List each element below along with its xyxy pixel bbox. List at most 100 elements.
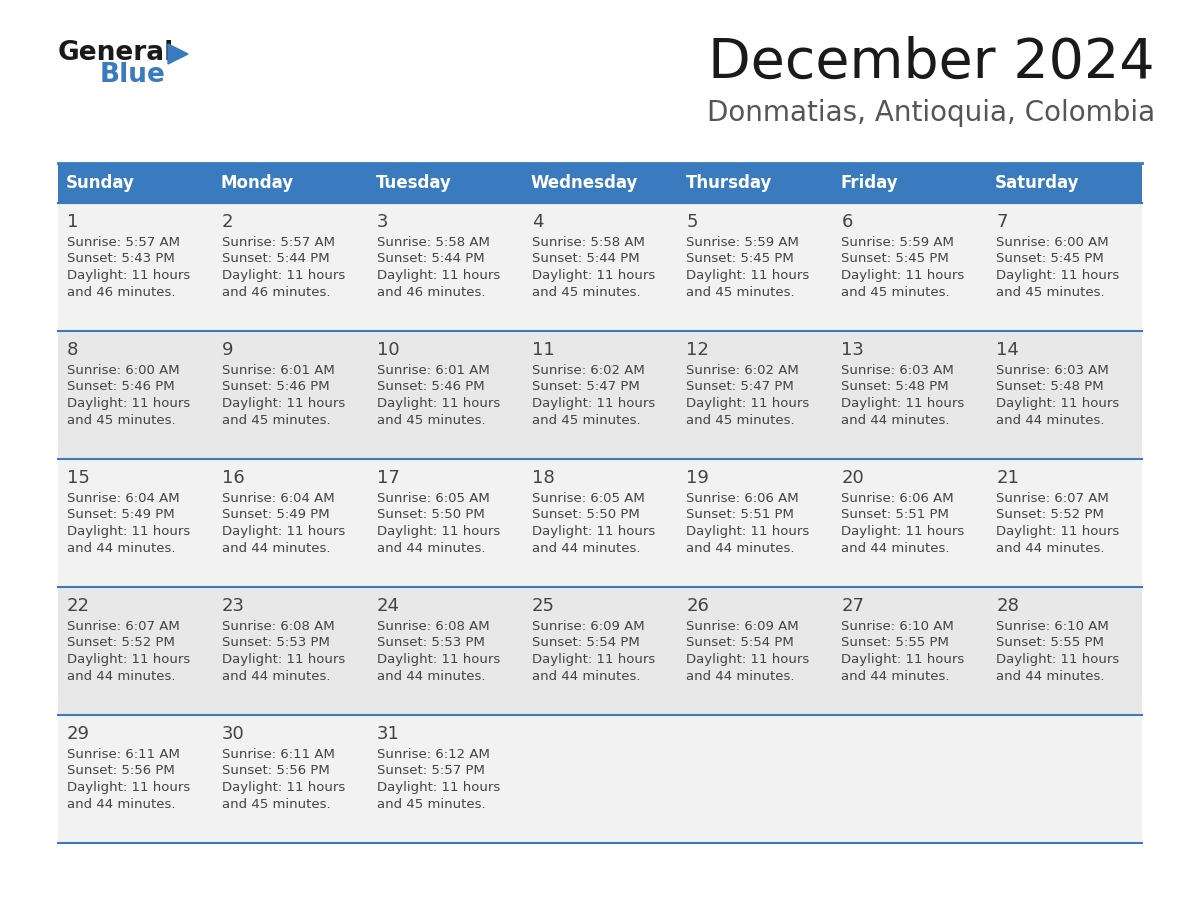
Text: Daylight: 11 hours: Daylight: 11 hours	[222, 397, 345, 410]
Text: and 44 minutes.: and 44 minutes.	[377, 669, 485, 682]
Text: Sunset: 5:50 PM: Sunset: 5:50 PM	[377, 509, 485, 521]
Text: and 44 minutes.: and 44 minutes.	[997, 669, 1105, 682]
Text: 23: 23	[222, 597, 245, 615]
Text: Daylight: 11 hours: Daylight: 11 hours	[687, 397, 810, 410]
Bar	[58, 587, 1142, 715]
Text: Monday: Monday	[221, 174, 293, 192]
Bar	[58, 203, 1142, 331]
Text: Sunrise: 6:05 AM: Sunrise: 6:05 AM	[377, 492, 489, 505]
Text: Sunset: 5:50 PM: Sunset: 5:50 PM	[531, 509, 639, 521]
Text: Sunset: 5:48 PM: Sunset: 5:48 PM	[841, 380, 949, 394]
Text: Daylight: 11 hours: Daylight: 11 hours	[67, 397, 190, 410]
Text: Daylight: 11 hours: Daylight: 11 hours	[687, 269, 810, 282]
Polygon shape	[168, 44, 188, 64]
Text: Daylight: 11 hours: Daylight: 11 hours	[687, 525, 810, 538]
Text: 5: 5	[687, 213, 697, 231]
Text: Sunrise: 6:01 AM: Sunrise: 6:01 AM	[377, 364, 489, 377]
Text: Sunset: 5:44 PM: Sunset: 5:44 PM	[377, 252, 485, 265]
Text: Daylight: 11 hours: Daylight: 11 hours	[531, 269, 655, 282]
Text: Sunrise: 6:11 AM: Sunrise: 6:11 AM	[222, 748, 335, 761]
Text: Sunrise: 6:09 AM: Sunrise: 6:09 AM	[687, 620, 800, 633]
Text: 21: 21	[997, 469, 1019, 487]
Text: Sunset: 5:49 PM: Sunset: 5:49 PM	[67, 509, 175, 521]
Text: and 44 minutes.: and 44 minutes.	[687, 669, 795, 682]
Text: and 44 minutes.: and 44 minutes.	[841, 669, 949, 682]
Text: and 45 minutes.: and 45 minutes.	[222, 798, 330, 811]
Text: General: General	[58, 40, 175, 66]
Bar	[58, 715, 1142, 843]
Text: Sunset: 5:47 PM: Sunset: 5:47 PM	[687, 380, 795, 394]
Text: Daylight: 11 hours: Daylight: 11 hours	[841, 397, 965, 410]
Text: Sunset: 5:54 PM: Sunset: 5:54 PM	[531, 636, 639, 650]
Text: Sunset: 5:45 PM: Sunset: 5:45 PM	[997, 252, 1104, 265]
Text: Thursday: Thursday	[685, 174, 772, 192]
Text: 20: 20	[841, 469, 864, 487]
Text: and 46 minutes.: and 46 minutes.	[67, 285, 176, 298]
Text: Sunrise: 6:03 AM: Sunrise: 6:03 AM	[841, 364, 954, 377]
Text: Sunrise: 6:07 AM: Sunrise: 6:07 AM	[997, 492, 1108, 505]
Text: Sunrise: 5:58 AM: Sunrise: 5:58 AM	[377, 236, 489, 249]
Text: Sunrise: 6:00 AM: Sunrise: 6:00 AM	[67, 364, 179, 377]
Text: 30: 30	[222, 725, 245, 743]
Text: and 44 minutes.: and 44 minutes.	[997, 413, 1105, 427]
Text: and 44 minutes.: and 44 minutes.	[841, 413, 949, 427]
Text: 29: 29	[67, 725, 90, 743]
Text: Daylight: 11 hours: Daylight: 11 hours	[67, 781, 190, 794]
Text: Sunrise: 6:10 AM: Sunrise: 6:10 AM	[997, 620, 1108, 633]
Text: Saturday: Saturday	[996, 174, 1080, 192]
Text: Sunset: 5:57 PM: Sunset: 5:57 PM	[377, 765, 485, 778]
Text: Sunset: 5:45 PM: Sunset: 5:45 PM	[687, 252, 795, 265]
Text: Sunset: 5:49 PM: Sunset: 5:49 PM	[222, 509, 329, 521]
Text: Daylight: 11 hours: Daylight: 11 hours	[841, 269, 965, 282]
Text: and 44 minutes.: and 44 minutes.	[67, 542, 176, 554]
Text: Sunset: 5:55 PM: Sunset: 5:55 PM	[997, 636, 1104, 650]
Text: Sunrise: 5:57 AM: Sunrise: 5:57 AM	[67, 236, 181, 249]
Text: Daylight: 11 hours: Daylight: 11 hours	[997, 653, 1119, 666]
Text: Daylight: 11 hours: Daylight: 11 hours	[997, 525, 1119, 538]
Text: 10: 10	[377, 341, 399, 359]
Text: Sunrise: 6:06 AM: Sunrise: 6:06 AM	[687, 492, 800, 505]
Text: and 44 minutes.: and 44 minutes.	[222, 669, 330, 682]
Text: and 45 minutes.: and 45 minutes.	[377, 798, 486, 811]
Text: Sunset: 5:46 PM: Sunset: 5:46 PM	[222, 380, 329, 394]
Text: 22: 22	[67, 597, 90, 615]
Text: 16: 16	[222, 469, 245, 487]
Text: Sunrise: 6:04 AM: Sunrise: 6:04 AM	[222, 492, 335, 505]
Text: 17: 17	[377, 469, 399, 487]
Text: 24: 24	[377, 597, 399, 615]
Text: 12: 12	[687, 341, 709, 359]
Text: Sunset: 5:47 PM: Sunset: 5:47 PM	[531, 380, 639, 394]
Text: Sunrise: 6:06 AM: Sunrise: 6:06 AM	[841, 492, 954, 505]
Text: Sunrise: 5:59 AM: Sunrise: 5:59 AM	[841, 236, 954, 249]
Text: 9: 9	[222, 341, 233, 359]
Text: Sunset: 5:44 PM: Sunset: 5:44 PM	[222, 252, 329, 265]
Text: Sunrise: 6:02 AM: Sunrise: 6:02 AM	[687, 364, 800, 377]
Text: Sunrise: 5:59 AM: Sunrise: 5:59 AM	[687, 236, 800, 249]
Text: and 45 minutes.: and 45 minutes.	[67, 413, 176, 427]
Text: and 44 minutes.: and 44 minutes.	[67, 798, 176, 811]
Text: Sunset: 5:56 PM: Sunset: 5:56 PM	[222, 765, 329, 778]
Text: December 2024: December 2024	[708, 36, 1155, 90]
Text: 31: 31	[377, 725, 399, 743]
Text: and 45 minutes.: and 45 minutes.	[841, 285, 950, 298]
Text: and 45 minutes.: and 45 minutes.	[687, 413, 795, 427]
Text: Sunset: 5:44 PM: Sunset: 5:44 PM	[531, 252, 639, 265]
Text: Sunrise: 5:58 AM: Sunrise: 5:58 AM	[531, 236, 644, 249]
Text: and 46 minutes.: and 46 minutes.	[377, 285, 485, 298]
Text: 15: 15	[67, 469, 90, 487]
Text: and 45 minutes.: and 45 minutes.	[687, 285, 795, 298]
Text: Daylight: 11 hours: Daylight: 11 hours	[531, 653, 655, 666]
Text: Sunset: 5:55 PM: Sunset: 5:55 PM	[841, 636, 949, 650]
Text: Daylight: 11 hours: Daylight: 11 hours	[531, 525, 655, 538]
Text: and 44 minutes.: and 44 minutes.	[687, 542, 795, 554]
Text: Daylight: 11 hours: Daylight: 11 hours	[997, 269, 1119, 282]
Text: 25: 25	[531, 597, 555, 615]
Text: Sunrise: 6:05 AM: Sunrise: 6:05 AM	[531, 492, 644, 505]
Text: and 45 minutes.: and 45 minutes.	[377, 413, 486, 427]
Text: Sunset: 5:53 PM: Sunset: 5:53 PM	[222, 636, 330, 650]
Bar	[58, 459, 1142, 587]
Text: Wednesday: Wednesday	[531, 174, 638, 192]
Text: and 44 minutes.: and 44 minutes.	[67, 669, 176, 682]
Text: Sunrise: 6:08 AM: Sunrise: 6:08 AM	[377, 620, 489, 633]
Text: 6: 6	[841, 213, 853, 231]
